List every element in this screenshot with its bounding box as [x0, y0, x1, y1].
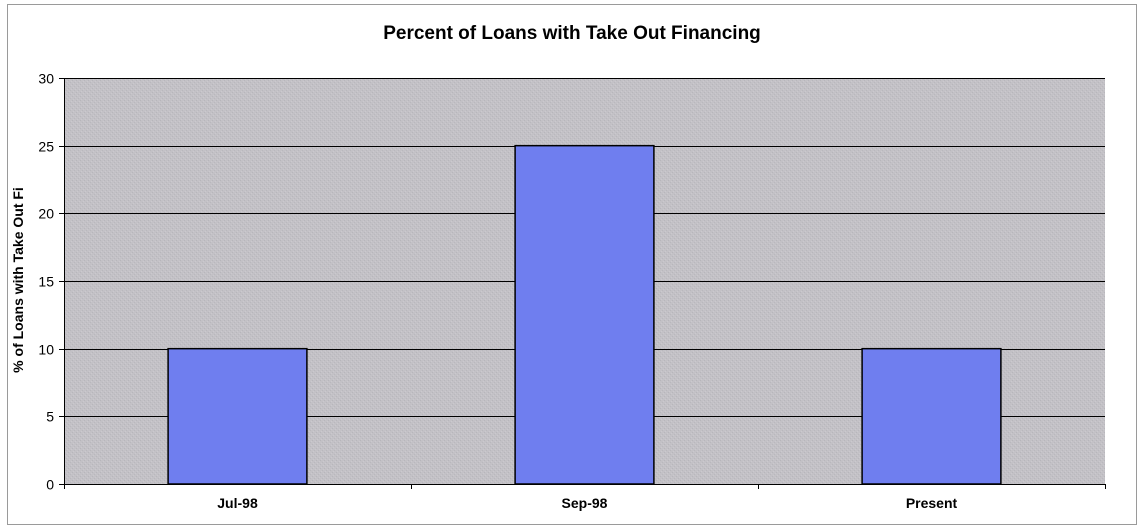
bar-jul-98 [167, 347, 308, 485]
y-tick-label: 10 [38, 342, 54, 358]
x-tick-label: Present [906, 495, 958, 511]
y-tick-label: 0 [46, 477, 54, 493]
bar-sep-98 [514, 144, 655, 485]
y-tick-label: 25 [38, 139, 54, 155]
y-axis-label: % of Loans with Take Out Fi [10, 187, 26, 373]
chart-title: Percent of Loans with Take Out Financing [383, 23, 761, 44]
bar-present [861, 347, 1002, 485]
bars [167, 144, 1002, 485]
axes [59, 78, 1106, 489]
x-tick-label: Jul-98 [217, 495, 258, 511]
y-tick-label: 5 [46, 409, 54, 425]
y-tick-label: 15 [38, 274, 54, 290]
x-tick-label: Sep-98 [562, 495, 608, 511]
chart-frame: Percent of Loans with Take Out Financing… [7, 4, 1137, 525]
y-tick-label: 30 [38, 71, 54, 87]
y-tick-label: 20 [38, 206, 54, 222]
x-tick-labels: Jul-98 Sep-98 Present [217, 495, 957, 511]
y-tick-labels: 0 5 10 15 20 25 30 [38, 71, 54, 493]
